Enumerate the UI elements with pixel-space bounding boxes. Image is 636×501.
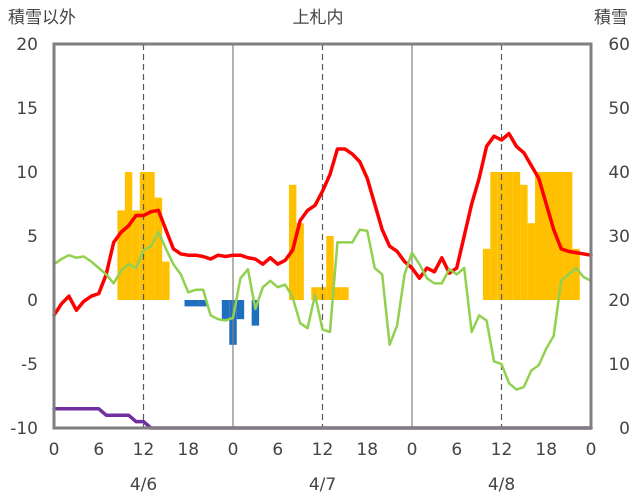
x-tick-label: 0 [407, 440, 418, 460]
date-labels: 4/6 4/7 4/8 [130, 475, 515, 495]
precip-bar [542, 172, 550, 300]
y-tick-left: 5 [27, 227, 38, 247]
precip-bar [199, 300, 207, 307]
y-tick-right: 20 [608, 291, 630, 311]
x-tick-label: 18 [356, 440, 378, 460]
precip-bar [341, 287, 349, 300]
precip-bar [288, 184, 297, 300]
x-tick-label: 12 [312, 440, 334, 460]
y-tick-right: 10 [608, 355, 630, 375]
precip-bar [482, 248, 491, 300]
plot-frame [52, 42, 593, 430]
y-tick-right: 0 [619, 419, 630, 439]
precip-bar [557, 172, 565, 300]
x-tick-label: 12 [133, 440, 155, 460]
green-series-line [52, 228, 593, 391]
x-tick-label: 6 [93, 440, 104, 460]
y-axis-right-ticks: 0 10 20 30 40 50 60 [608, 35, 630, 439]
precip-bar [221, 300, 230, 320]
precip-bar [117, 210, 125, 300]
date-label: 4/7 [309, 475, 336, 495]
x-tick-label: 6 [272, 440, 283, 460]
precip-bar [326, 236, 334, 300]
precip-bar [251, 300, 260, 326]
precip-bar [124, 172, 133, 300]
x-tick-label: 0 [228, 440, 239, 460]
y-tick-left: 10 [16, 163, 38, 183]
y-tick-right: 40 [608, 163, 630, 183]
precip-bar [505, 172, 513, 300]
y-tick-left: 0 [27, 291, 38, 311]
x-tick-label: 6 [451, 440, 462, 460]
precip-bar [564, 172, 573, 300]
date-label: 4/8 [488, 475, 515, 495]
precip-bar [512, 172, 521, 300]
y-axis-left-title: 積雪以外 [8, 8, 76, 28]
chart-title: 上札内 [293, 8, 344, 28]
x-tick-label: 0 [586, 440, 597, 460]
y-tick-left: -5 [21, 355, 38, 375]
precip-bar [549, 172, 558, 300]
date-label: 4/6 [130, 475, 157, 495]
y-tick-left: -10 [10, 419, 38, 439]
precip-bar [535, 172, 543, 300]
x-tick-label: 0 [49, 440, 60, 460]
precip-bar [520, 184, 528, 300]
precip-bar [184, 300, 192, 307]
y-axis-right-title: 積雪 [594, 8, 628, 28]
y-tick-left: 15 [16, 99, 38, 119]
x-tick-label: 12 [491, 440, 513, 460]
precip-bar [162, 261, 170, 300]
precip-bar [318, 287, 327, 300]
precip-bar [236, 300, 245, 320]
precip-bar [154, 197, 163, 300]
precip-bar [333, 287, 342, 300]
precip-bar [572, 248, 580, 300]
y-tick-left: 20 [16, 35, 38, 55]
y-tick-right: 50 [608, 99, 630, 119]
y-axis-left-ticks: -10 -5 0 5 10 15 20 [10, 35, 38, 439]
guide-lines [142, 44, 503, 428]
precip-bar [311, 287, 319, 300]
precipitation-bars [117, 172, 580, 345]
x-axis-ticks: 0 6 12 18 0 6 12 18 0 6 12 18 0 [49, 440, 597, 460]
y-tick-right: 30 [608, 227, 630, 247]
precip-bar [527, 223, 536, 300]
precip-bar [296, 223, 304, 300]
precip-bar [147, 172, 155, 300]
x-tick-label: 18 [535, 440, 557, 460]
x-tick-label: 18 [177, 440, 199, 460]
precip-bar [191, 300, 200, 307]
precip-bar [132, 210, 140, 300]
red-series-line [52, 131, 593, 318]
y-tick-right: 60 [608, 35, 630, 55]
precip-bar [490, 172, 498, 300]
